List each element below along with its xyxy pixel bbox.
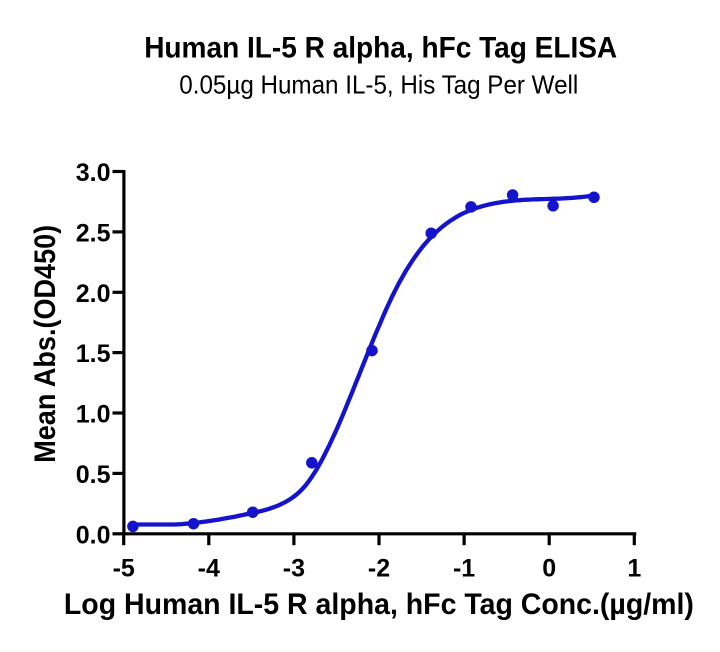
svg-text:1.5: 1.5 <box>76 340 111 368</box>
svg-text:2.5: 2.5 <box>76 219 111 247</box>
svg-text:Log Human IL-5 R alpha, hFc Ta: Log Human IL-5 R alpha, hFc Tag Conc.(µg… <box>64 588 694 621</box>
svg-text:-5: -5 <box>113 555 135 583</box>
svg-text:-4: -4 <box>198 555 220 583</box>
svg-text:0.5: 0.5 <box>76 461 111 489</box>
svg-text:1.0: 1.0 <box>76 401 111 429</box>
svg-text:0.05µg Human IL-5, His Tag Per: 0.05µg Human IL-5, His Tag Per Well <box>179 69 578 99</box>
svg-text:Mean Abs.(OD450): Mean Abs.(OD450) <box>29 225 62 463</box>
svg-text:2.0: 2.0 <box>76 280 111 308</box>
svg-text:0: 0 <box>542 555 556 583</box>
svg-text:0.0: 0.0 <box>76 521 111 549</box>
svg-text:-1: -1 <box>453 555 475 583</box>
svg-text:Human IL-5 R alpha, hFc Tag EL: Human IL-5 R alpha, hFc Tag ELISA <box>144 32 617 65</box>
svg-text:-2: -2 <box>368 555 390 583</box>
svg-text:1: 1 <box>627 555 641 583</box>
svg-text:-3: -3 <box>283 555 305 583</box>
svg-text:3.0: 3.0 <box>76 159 111 187</box>
